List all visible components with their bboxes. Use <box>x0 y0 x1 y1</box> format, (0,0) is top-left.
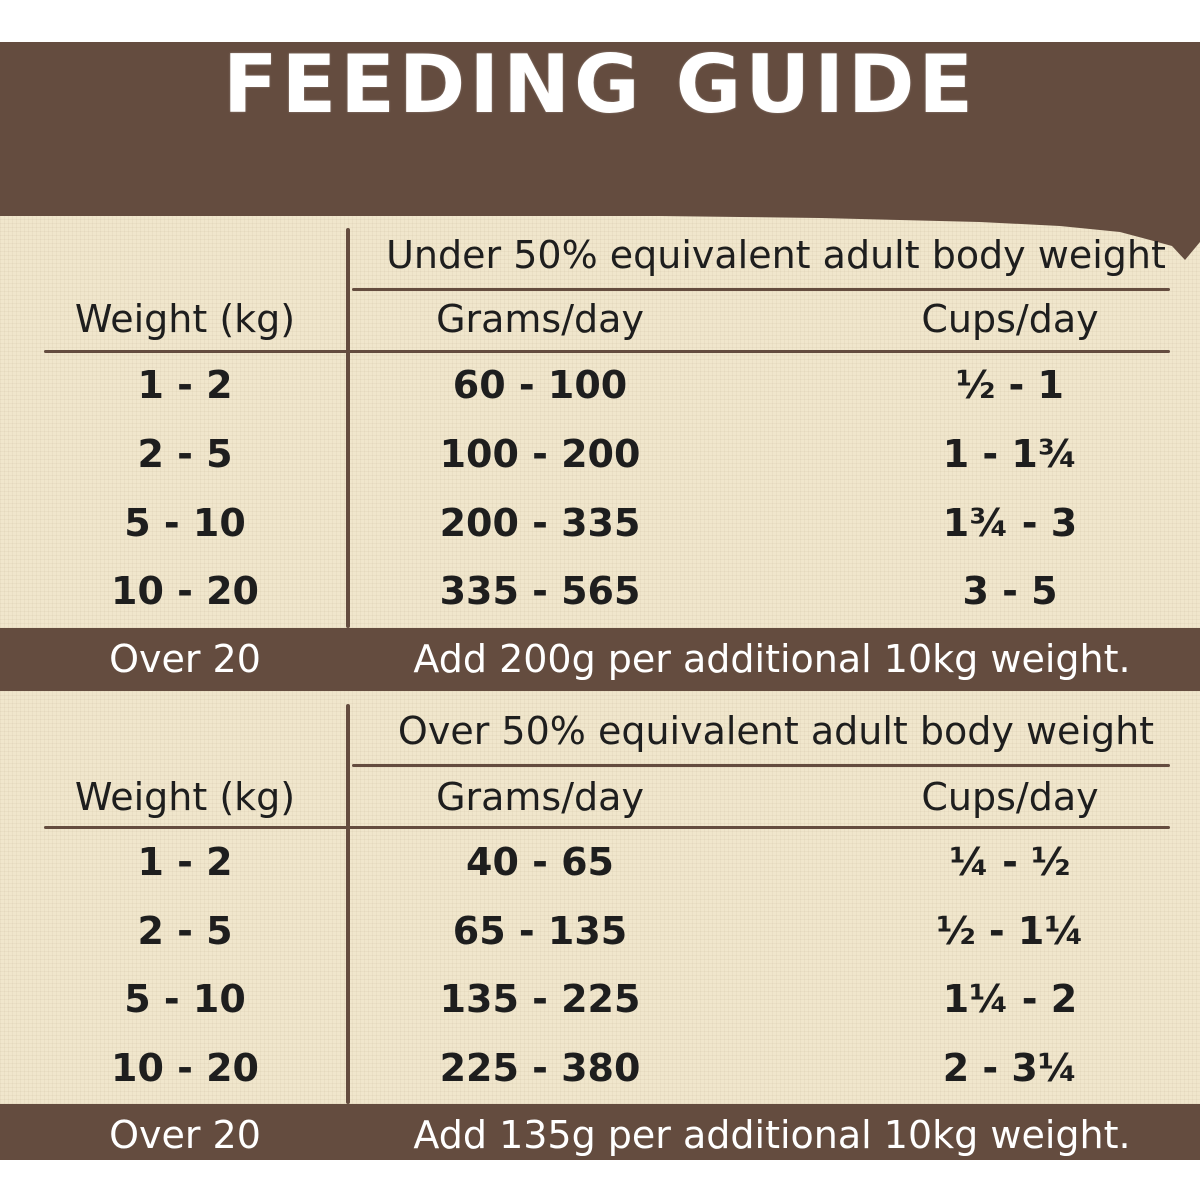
table-cell-grams: 100 - 200 <box>439 432 641 476</box>
section-heading: Under 50% equivalent adult body weight <box>386 233 1166 277</box>
weight-column-header: Weight (kg) <box>74 297 296 341</box>
heading-rule <box>352 288 1170 291</box>
feeding-guide-panel: FEEDING GUIDE Under 50% equivalent adult… <box>0 42 1200 1160</box>
weight-column-header: Weight (kg) <box>74 775 296 819</box>
grams-column-header: Grams/day <box>436 775 644 819</box>
table-cell-weight: 1 - 2 <box>137 840 233 884</box>
cups-column-header: Cups/day <box>921 775 1099 819</box>
grams-column-header: Grams/day <box>436 297 644 341</box>
over-20-note: Add 135g per additional 10kg weight. <box>413 1113 1131 1157</box>
over-20-label: Over 20 <box>109 1113 261 1157</box>
table-cell-cups: ¼ - ½ <box>949 840 1071 884</box>
column-divider <box>346 704 350 1104</box>
table-cell-cups: 1¼ - 2 <box>942 977 1078 1021</box>
table-cell-weight: 1 - 2 <box>137 363 233 407</box>
table-cell-grams: 335 - 565 <box>439 569 641 613</box>
table-cell-weight: 10 - 20 <box>111 569 259 613</box>
header-rule <box>44 826 1170 829</box>
table-cell-cups: ½ - 1¼ <box>936 909 1084 953</box>
table-cell-cups: 1 - 1¾ <box>942 432 1078 476</box>
table-cell-weight: 2 - 5 <box>137 432 233 476</box>
cups-column-header: Cups/day <box>921 297 1099 341</box>
table-cell-weight: 5 - 10 <box>124 501 246 545</box>
table-cell-cups: 3 - 5 <box>962 569 1058 613</box>
table-cell-weight: 10 - 20 <box>111 1046 259 1090</box>
page-title: FEEDING GUIDE <box>222 42 978 131</box>
over-20-bar: Over 20 Add 200g per additional 10kg wei… <box>0 628 1200 691</box>
table-cell-weight: 5 - 10 <box>124 977 246 1021</box>
header-rule <box>44 350 1170 353</box>
over-20-note: Add 200g per additional 10kg weight. <box>413 637 1131 681</box>
section-heading: Over 50% equivalent adult body weight <box>397 709 1155 753</box>
table-cell-grams: 65 - 135 <box>452 909 628 953</box>
heading-rule <box>352 764 1170 767</box>
over-20-bar: Over 20 Add 135g per additional 10kg wei… <box>0 1104 1200 1160</box>
table-cell-cups: 2 - 3¼ <box>942 1046 1078 1090</box>
torn-edge <box>0 202 1200 260</box>
table-cell-cups: 1¾ - 3 <box>942 501 1078 545</box>
over-20-label: Over 20 <box>109 637 261 681</box>
table-cell-grams: 40 - 65 <box>466 840 614 884</box>
header-band <box>0 42 1200 216</box>
table-cell-weight: 2 - 5 <box>137 909 233 953</box>
column-divider <box>346 228 350 628</box>
table-cell-grams: 200 - 335 <box>439 501 641 545</box>
table-cell-grams: 225 - 380 <box>439 1046 641 1090</box>
table-cell-cups: ½ - 1 <box>955 363 1064 407</box>
table-cell-grams: 135 - 225 <box>439 977 641 1021</box>
table-cell-grams: 60 - 100 <box>452 363 628 407</box>
